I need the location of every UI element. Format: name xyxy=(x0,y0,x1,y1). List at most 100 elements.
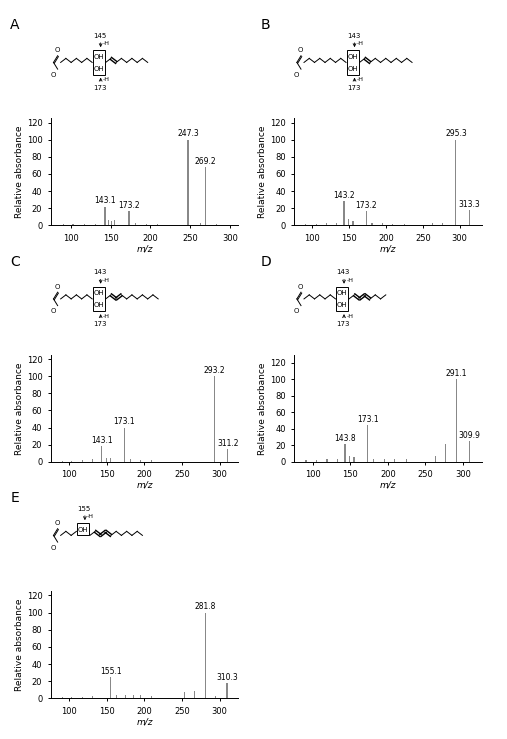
Text: O: O xyxy=(51,72,56,78)
Bar xyxy=(367,425,368,462)
Text: 281.8: 281.8 xyxy=(195,602,216,611)
Bar xyxy=(135,223,136,225)
Bar xyxy=(468,210,469,225)
Bar xyxy=(63,224,64,225)
Bar xyxy=(326,223,327,225)
Text: 173.1: 173.1 xyxy=(357,415,378,423)
Bar xyxy=(455,379,457,462)
Bar xyxy=(130,460,131,462)
Bar xyxy=(84,224,85,225)
Text: 143: 143 xyxy=(347,33,360,39)
Text: OH: OH xyxy=(94,54,104,60)
Text: -H: -H xyxy=(346,313,353,319)
Bar xyxy=(316,460,317,462)
Text: -H: -H xyxy=(87,514,94,520)
Bar xyxy=(215,696,216,698)
Bar xyxy=(116,695,117,698)
Bar xyxy=(78,523,89,535)
Text: OH: OH xyxy=(337,290,348,296)
Text: 145: 145 xyxy=(93,33,106,39)
Bar xyxy=(394,460,395,462)
Text: 143.1: 143.1 xyxy=(91,436,113,445)
Text: 295.3: 295.3 xyxy=(445,129,467,138)
Text: 173: 173 xyxy=(336,321,350,327)
Text: -H: -H xyxy=(357,77,364,82)
X-axis label: m/z: m/z xyxy=(136,480,153,490)
Text: -H: -H xyxy=(103,41,110,47)
Text: 310.3: 310.3 xyxy=(216,672,238,681)
Bar xyxy=(128,211,130,225)
Bar xyxy=(349,456,350,462)
X-axis label: m/z: m/z xyxy=(136,244,153,253)
Text: B: B xyxy=(261,18,271,33)
Bar xyxy=(344,202,345,225)
Bar xyxy=(353,457,355,462)
Bar xyxy=(344,443,346,462)
Text: 291.1: 291.1 xyxy=(445,370,467,378)
Bar xyxy=(348,219,349,225)
Y-axis label: Relative absorbance: Relative absorbance xyxy=(15,362,24,454)
Text: 173.1: 173.1 xyxy=(114,418,135,426)
Bar xyxy=(62,697,63,698)
Bar xyxy=(227,683,228,698)
Bar xyxy=(151,696,152,698)
Bar xyxy=(107,220,109,225)
Bar xyxy=(432,223,433,225)
Bar xyxy=(124,428,125,462)
Bar xyxy=(373,459,374,462)
Bar xyxy=(110,677,112,698)
Text: 173.2: 173.2 xyxy=(118,200,140,210)
Bar xyxy=(352,221,353,225)
Bar xyxy=(111,221,112,225)
Bar xyxy=(184,692,185,698)
Text: O: O xyxy=(55,47,60,53)
Text: 173.2: 173.2 xyxy=(355,200,377,210)
Bar xyxy=(62,460,63,462)
Bar xyxy=(71,697,73,698)
Bar xyxy=(200,223,201,225)
Bar xyxy=(205,613,206,698)
Bar xyxy=(216,224,218,225)
Bar xyxy=(105,457,107,462)
Text: -H: -H xyxy=(103,278,110,283)
Bar xyxy=(469,441,470,462)
Text: D: D xyxy=(261,255,272,269)
Bar xyxy=(146,224,147,225)
Bar xyxy=(71,460,73,462)
Text: A: A xyxy=(10,18,20,33)
X-axis label: m/z: m/z xyxy=(380,480,396,490)
Text: O: O xyxy=(294,72,299,78)
Bar xyxy=(93,287,105,311)
Text: 311.2: 311.2 xyxy=(217,439,238,448)
Text: OH: OH xyxy=(78,527,88,533)
Text: 293.2: 293.2 xyxy=(203,366,225,375)
Bar xyxy=(82,460,83,462)
Bar xyxy=(434,456,436,462)
Text: C: C xyxy=(10,255,20,269)
Bar xyxy=(227,449,228,462)
Text: 173: 173 xyxy=(93,321,106,327)
Text: OH: OH xyxy=(94,66,104,72)
Bar xyxy=(406,459,407,462)
Text: 247.3: 247.3 xyxy=(177,129,199,138)
Text: 173: 173 xyxy=(93,84,106,91)
Bar xyxy=(383,460,385,462)
Text: 143: 143 xyxy=(336,270,350,276)
Text: 155.1: 155.1 xyxy=(100,667,122,675)
Text: O: O xyxy=(51,545,56,551)
Y-axis label: Relative absorbance: Relative absorbance xyxy=(15,599,24,691)
Bar xyxy=(315,224,317,225)
Text: OH: OH xyxy=(347,54,358,60)
Text: O: O xyxy=(298,47,303,53)
Text: -H: -H xyxy=(103,77,110,82)
Bar xyxy=(157,224,158,225)
Text: 173: 173 xyxy=(347,84,360,91)
Text: O: O xyxy=(51,308,56,314)
Text: O: O xyxy=(55,284,60,290)
Text: O: O xyxy=(298,284,303,290)
X-axis label: m/z: m/z xyxy=(380,244,396,253)
Text: 309.9: 309.9 xyxy=(459,431,481,440)
Bar xyxy=(101,446,102,462)
Bar xyxy=(404,224,405,225)
Text: 143.1: 143.1 xyxy=(94,197,116,205)
